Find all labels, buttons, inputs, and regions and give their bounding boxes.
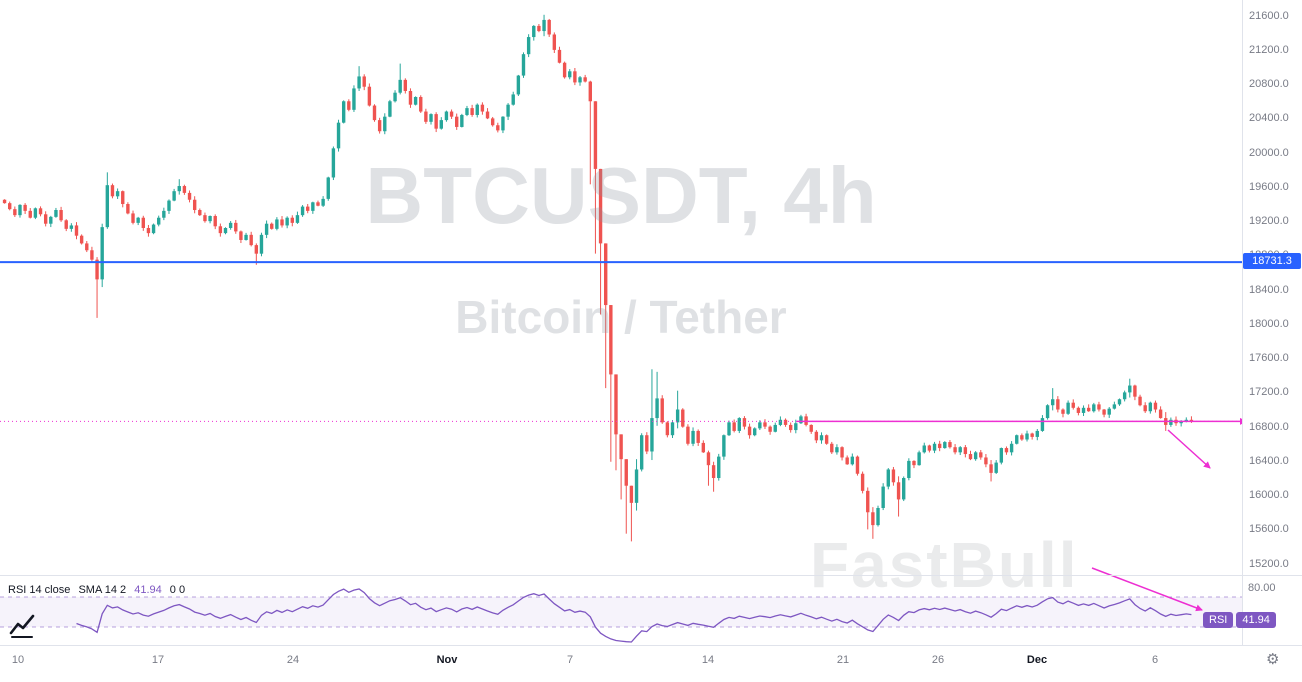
rsi-badge-name: RSI	[1203, 612, 1234, 628]
support-price-badge: 18731.3	[1243, 253, 1301, 270]
time-axis-label: 24	[286, 654, 300, 666]
price-axis-label: 16000.0	[1249, 489, 1289, 501]
time-axis-label: 6	[1151, 654, 1159, 666]
price-axis-label: 17200.0	[1249, 386, 1289, 399]
price-axis-label: 19200.0	[1249, 215, 1289, 227]
price-axis-label: 16400.0	[1249, 454, 1289, 467]
price-axis-label: 17600.0	[1249, 352, 1289, 364]
time-axis-label: 14	[701, 654, 715, 666]
time-axis-label: Nov	[436, 654, 458, 666]
indicator-value: 41.94	[134, 584, 162, 596]
price-axis-label: 15200.0	[1249, 557, 1289, 570]
rsi-badge-value: 41.94	[1236, 612, 1276, 628]
price-axis-label: 20800.0	[1249, 78, 1289, 90]
price-axis-label: 15600.0	[1249, 523, 1289, 536]
pane-divider[interactable]	[0, 575, 1302, 576]
price-axis-label: 21200.0	[1249, 43, 1289, 56]
rsi-badge: RSI 41.94	[1203, 612, 1276, 628]
price-axis-label: 20400.0	[1249, 112, 1289, 125]
price-axis-label: 19600.0	[1249, 180, 1289, 193]
settings-gear-icon[interactable]: ⚙	[1266, 651, 1280, 668]
indicator-params: SMA 14 2	[78, 584, 127, 596]
rsi-upper-band-label: 80.00	[1248, 582, 1276, 594]
time-axis-label: 10	[11, 654, 25, 666]
time-axis-label: 7	[566, 654, 574, 666]
tradingview-logo-icon[interactable]	[8, 612, 36, 640]
time-axis-label: 26	[931, 654, 945, 666]
price-axis[interactable]: 21600.0 21200.0 20800.0 20400.0 20000.0 19600…	[1242, 0, 1302, 645]
indicator-extra: 0 0	[169, 584, 186, 596]
price-axis-label: 21600.0	[1249, 9, 1289, 22]
price-axis-label: 18000.0	[1249, 317, 1289, 330]
price-axis-label: 20000.0	[1249, 146, 1289, 159]
time-axis-divider	[0, 645, 1302, 646]
time-axis-label: 21	[836, 654, 850, 666]
price-axis-label: 16800.0	[1249, 420, 1289, 433]
time-axis-label: 17	[151, 654, 165, 666]
time-axis-label: Dec	[1026, 654, 1048, 666]
time-axis[interactable]: 10 17 24 Nov 7 14 21 26 Dec 6	[0, 646, 1242, 680]
price-axis-label: 18400.0	[1249, 283, 1289, 296]
indicator-label[interactable]: RSI 14 close SMA 14 2 41.94 0 0	[8, 584, 190, 596]
indicator-title: RSI 14 close	[8, 584, 71, 596]
